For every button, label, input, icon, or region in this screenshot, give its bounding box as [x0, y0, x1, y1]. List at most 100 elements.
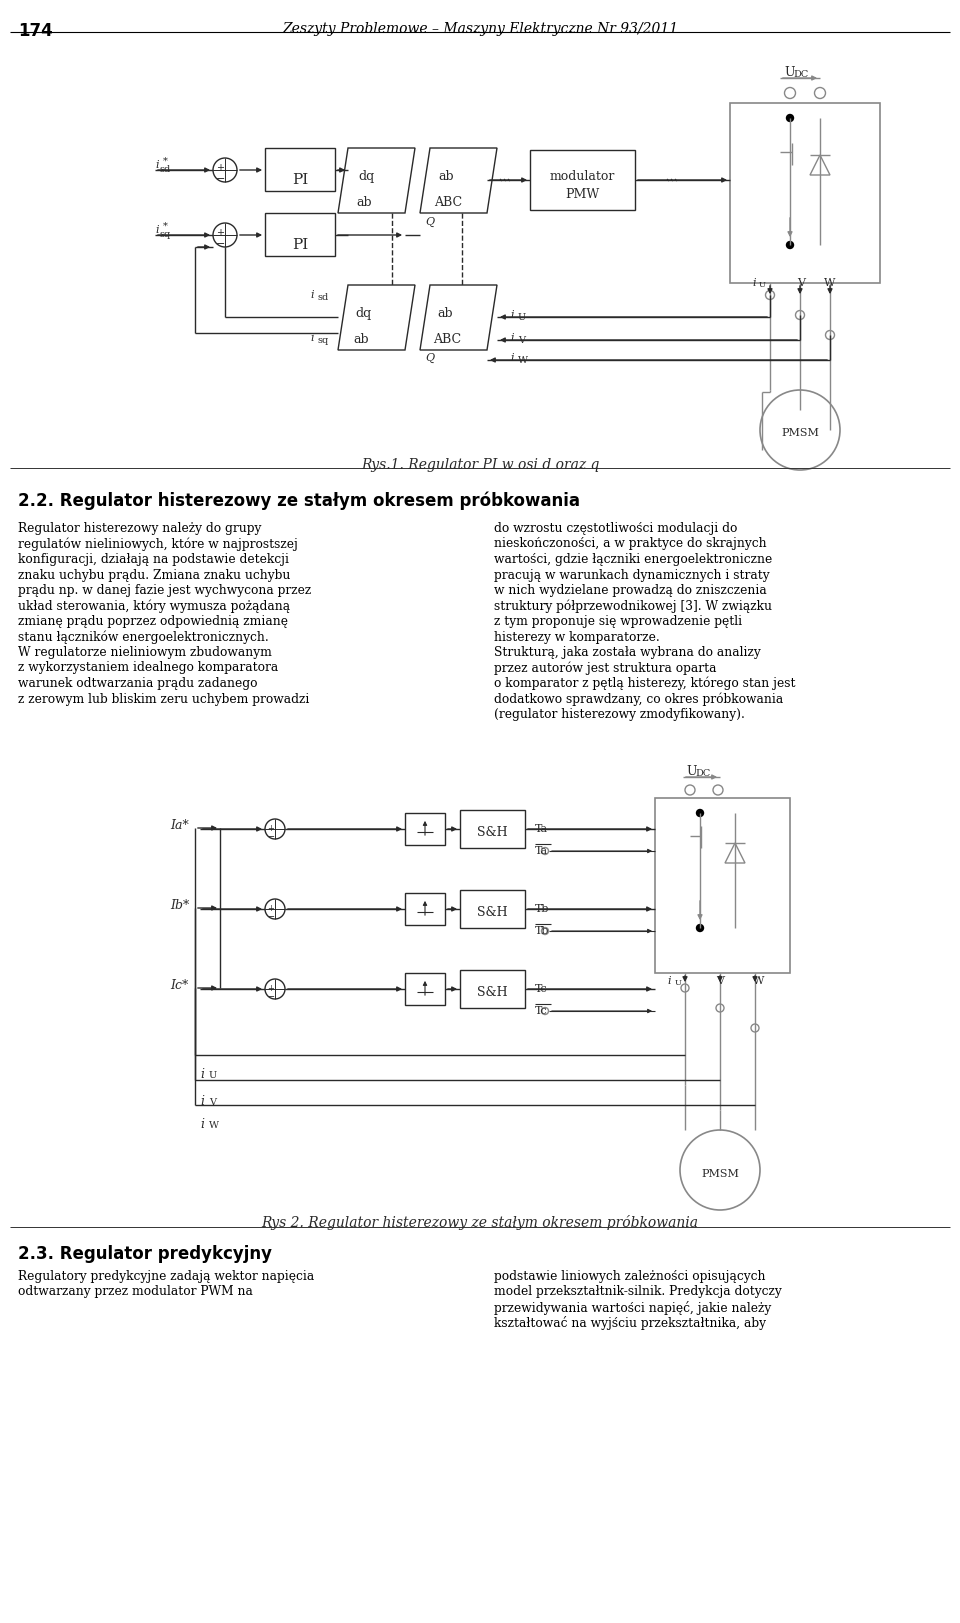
- Text: W: W: [518, 355, 528, 365]
- Text: Tc: Tc: [535, 1006, 548, 1016]
- Bar: [460, 971, 525, 1008]
- Text: Regulatory predykcyjne zadają wektor napięcia: Regulatory predykcyjne zadają wektor nap…: [18, 1271, 314, 1284]
- Bar: [265, 148, 335, 192]
- Circle shape: [713, 786, 723, 795]
- Circle shape: [541, 927, 548, 935]
- Text: W: W: [824, 278, 835, 287]
- Text: sq: sq: [318, 336, 329, 346]
- Text: konfiguracji, działają na podstawie detekcji: konfiguracji, działają na podstawie dete…: [18, 553, 289, 566]
- Text: +: +: [216, 227, 224, 239]
- Text: i: i: [200, 1096, 204, 1109]
- Polygon shape: [810, 156, 830, 175]
- Text: z zerowym lub bliskim zeru uchybem prowadzi: z zerowym lub bliskim zeru uchybem prowa…: [18, 693, 309, 706]
- Text: ab: ab: [353, 333, 369, 346]
- Circle shape: [697, 925, 704, 932]
- Text: Tc: Tc: [535, 984, 548, 993]
- Text: wartości, gdzie łączniki energoelektroniczne: wartości, gdzie łączniki energoelektroni…: [494, 553, 772, 566]
- Text: Ta: Ta: [535, 824, 548, 834]
- Text: ABC: ABC: [433, 333, 461, 346]
- Text: V: V: [518, 336, 525, 346]
- Text: modulator: modulator: [549, 170, 614, 183]
- Text: *: *: [163, 157, 168, 166]
- Text: (regulator histerezowy zmodyfikowany).: (regulator histerezowy zmodyfikowany).: [494, 708, 745, 721]
- Text: stanu łączników energoelektronicznych.: stanu łączników energoelektronicznych.: [18, 630, 269, 644]
- Circle shape: [751, 1024, 759, 1032]
- Text: i: i: [155, 226, 158, 235]
- Text: PMW: PMW: [564, 188, 599, 201]
- Text: i: i: [310, 333, 314, 342]
- Circle shape: [765, 291, 775, 300]
- Text: o komparator z pętlą histerezy, którego stan jest: o komparator z pętlą histerezy, którego …: [494, 677, 796, 690]
- Bar: [530, 149, 635, 209]
- Text: −: −: [216, 174, 226, 183]
- Text: V: V: [797, 278, 805, 287]
- Text: i: i: [310, 291, 314, 300]
- Text: dq: dq: [355, 307, 372, 320]
- Text: +: +: [267, 824, 274, 833]
- Text: pracują w warunkach dynamicznych i straty: pracują w warunkach dynamicznych i strat…: [494, 568, 770, 581]
- Text: −: −: [267, 833, 276, 842]
- Text: Ib*: Ib*: [170, 899, 189, 912]
- Text: i: i: [200, 1118, 204, 1131]
- Text: −: −: [216, 239, 226, 248]
- Text: +: +: [267, 904, 274, 914]
- Bar: [405, 974, 445, 1005]
- Circle shape: [697, 810, 704, 816]
- Text: z tym proponuje się wprowadzenie pętli: z tym proponuje się wprowadzenie pętli: [494, 615, 742, 628]
- Text: Q: Q: [425, 352, 434, 364]
- Text: W: W: [753, 975, 764, 987]
- Text: model przekształtnik-silnik. Predykcja dotyczy: model przekształtnik-silnik. Predykcja d…: [494, 1285, 781, 1298]
- Text: struktury półprzewodnikowej [3]. W związku: struktury półprzewodnikowej [3]. W związ…: [494, 599, 772, 613]
- Circle shape: [814, 88, 826, 99]
- Text: Tb: Tb: [535, 904, 549, 914]
- Circle shape: [786, 115, 794, 122]
- Text: DC: DC: [695, 769, 710, 777]
- Circle shape: [541, 1008, 548, 1014]
- Text: +: +: [267, 984, 274, 993]
- Text: Zeszyty Problemowe – Maszyny Elektryczne Nr 93/2011: Zeszyty Problemowe – Maszyny Elektryczne…: [282, 23, 678, 36]
- Circle shape: [826, 331, 834, 339]
- Circle shape: [760, 390, 840, 471]
- Circle shape: [716, 1005, 724, 1013]
- Text: U: U: [518, 313, 526, 321]
- Circle shape: [265, 899, 285, 919]
- Text: ABC: ABC: [434, 196, 462, 209]
- Text: prądu np. w danej fazie jest wychwycona przez: prądu np. w danej fazie jest wychwycona …: [18, 584, 311, 597]
- Text: S&H: S&H: [477, 906, 507, 919]
- Text: V: V: [716, 975, 724, 987]
- Text: sd: sd: [318, 294, 329, 302]
- Text: S&H: S&H: [477, 826, 507, 839]
- Text: −: −: [267, 912, 276, 922]
- Text: przewidywania wartości napięć, jakie należy: przewidywania wartości napięć, jakie nal…: [494, 1302, 771, 1315]
- Text: w nich wydzielane prowadzą do zniszczenia: w nich wydzielane prowadzą do zniszczeni…: [494, 584, 767, 597]
- Circle shape: [213, 157, 237, 182]
- Text: zmianę prądu poprzez odpowiednią zmianę: zmianę prądu poprzez odpowiednią zmianę: [18, 615, 288, 628]
- Text: W: W: [209, 1121, 219, 1130]
- Circle shape: [681, 984, 689, 992]
- Text: S&H: S&H: [477, 985, 507, 998]
- Text: z wykorzystaniem idealnego komparatora: z wykorzystaniem idealnego komparatora: [18, 662, 278, 675]
- Text: warunek odtwarzania prądu zadanego: warunek odtwarzania prądu zadanego: [18, 677, 257, 690]
- Circle shape: [265, 979, 285, 1000]
- Circle shape: [265, 820, 285, 839]
- Text: PI: PI: [292, 174, 308, 187]
- Bar: [265, 213, 335, 256]
- Text: U: U: [675, 979, 682, 987]
- Text: i: i: [510, 333, 514, 342]
- Polygon shape: [338, 148, 415, 213]
- Text: V: V: [209, 1099, 216, 1107]
- Text: histerezy w komparatorze.: histerezy w komparatorze.: [494, 630, 660, 643]
- Bar: [460, 889, 525, 928]
- Circle shape: [680, 1130, 760, 1211]
- Polygon shape: [420, 148, 497, 213]
- Text: W regulatorze nieliniowym zbudowanym: W regulatorze nieliniowym zbudowanym: [18, 646, 272, 659]
- Text: i: i: [155, 161, 158, 170]
- Text: dodatkowo sprawdzany, co okres próbkowania: dodatkowo sprawdzany, co okres próbkowan…: [494, 693, 783, 706]
- Text: Ta: Ta: [535, 846, 548, 855]
- Text: Strukturą, jaka została wybrana do analizy: Strukturą, jaka została wybrana do anali…: [494, 646, 760, 659]
- Text: U: U: [784, 67, 795, 80]
- Text: PI: PI: [292, 239, 308, 252]
- Text: Ia*: Ia*: [170, 820, 189, 833]
- Text: i: i: [667, 975, 670, 987]
- Text: U: U: [759, 281, 766, 289]
